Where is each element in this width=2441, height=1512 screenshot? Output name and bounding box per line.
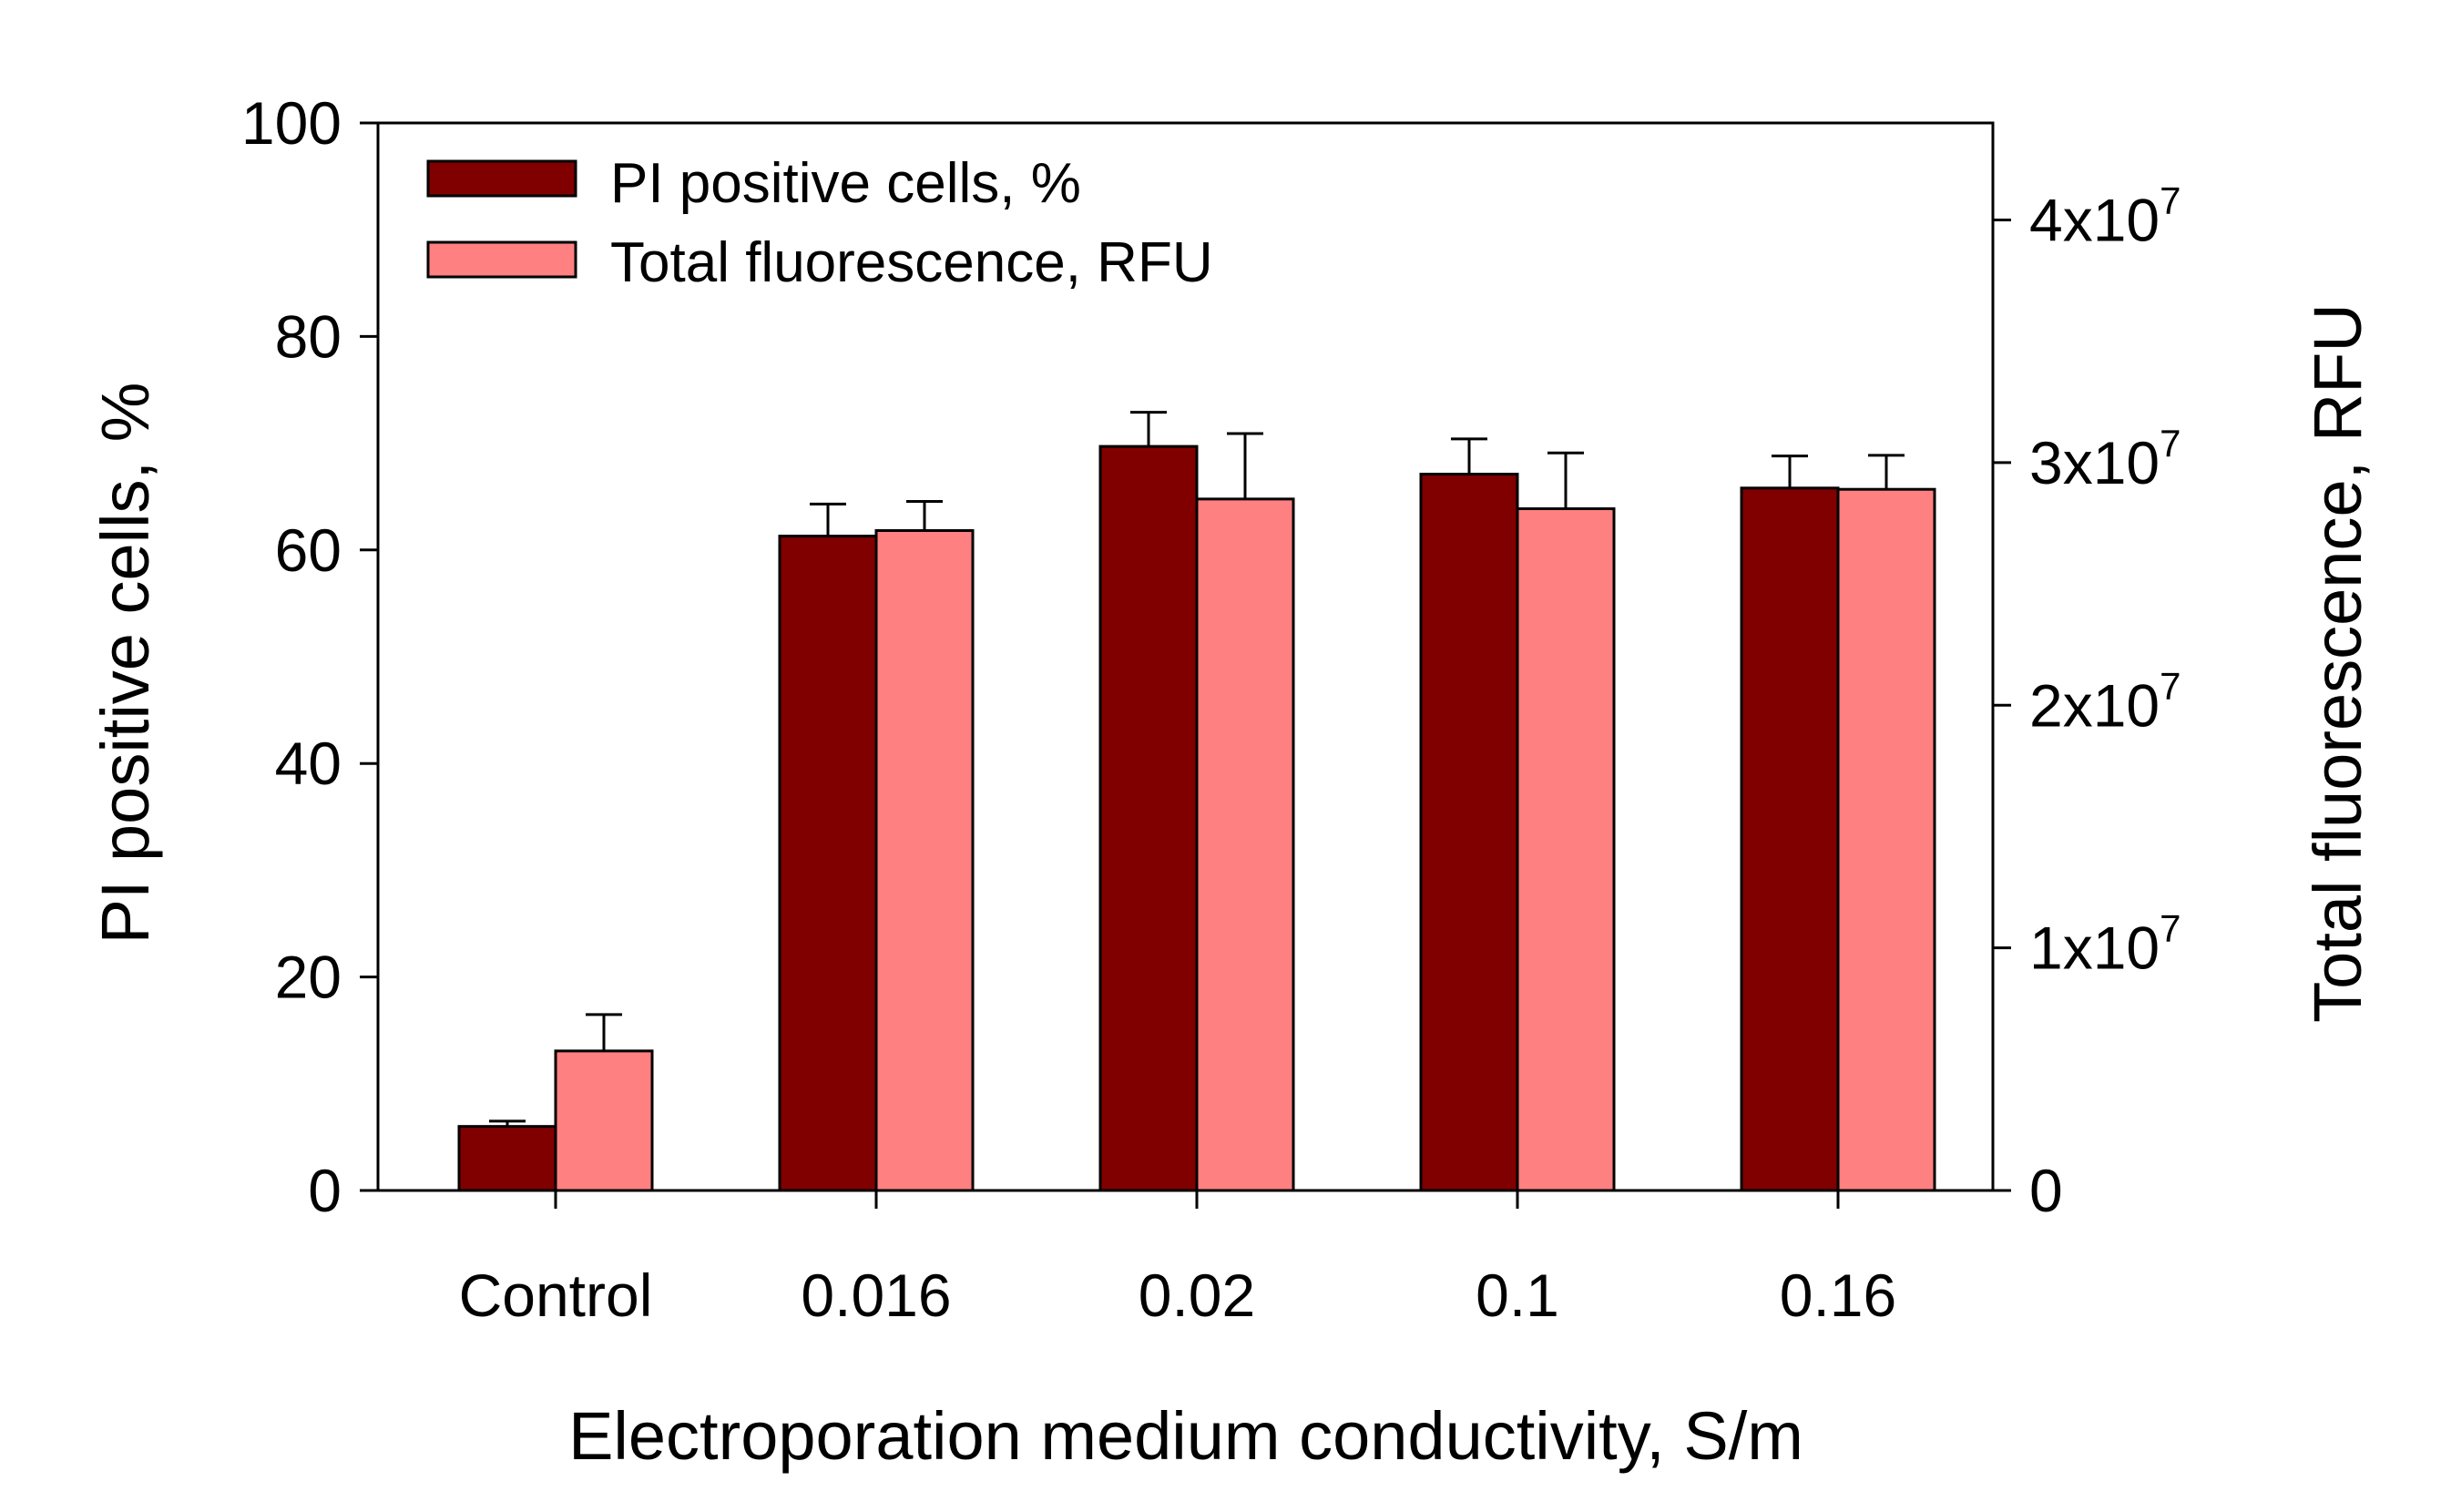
legend-label-pi-positive: PI positive cells, % xyxy=(610,152,1081,215)
bar-total-fluorescence xyxy=(554,1049,654,1192)
legend-swatch-total-fluorescence xyxy=(426,240,577,279)
y-tick-label: 80 xyxy=(275,302,342,370)
y2-axis-title: Total fluorescence, RFU xyxy=(2300,303,2375,1023)
bar-pi-positive xyxy=(1419,473,1519,1192)
bar-pi-positive xyxy=(457,1125,557,1192)
bars-layer xyxy=(457,411,1936,1192)
legend: PI positive cells, % Total fluorescence,… xyxy=(426,152,1213,294)
bar-total-fluorescence xyxy=(1516,507,1616,1192)
y-axis-title: PI positive cells, % xyxy=(87,383,163,945)
left-y-axis: 0 20 40 60 80 100 xyxy=(241,89,378,1224)
x-axis: Control 0.016 0.02 0.1 0.16 xyxy=(459,1190,1896,1329)
y-tick-label: 0 xyxy=(308,1157,342,1224)
y-tick-label: 100 xyxy=(241,89,342,157)
x-tick-label: 0.02 xyxy=(1139,1262,1255,1329)
bar-pi-positive xyxy=(778,535,878,1192)
legend-swatch-pi-positive xyxy=(426,159,577,198)
y2-tick-label: 2x107 xyxy=(2029,664,2181,739)
y-tick-label: 60 xyxy=(275,516,342,584)
x-tick-label: 0.016 xyxy=(801,1262,951,1329)
x-tick-label: Control xyxy=(459,1262,653,1329)
bar-total-fluorescence xyxy=(874,528,975,1192)
bar-pi-positive xyxy=(1740,486,1840,1192)
bar-total-fluorescence xyxy=(1195,497,1295,1192)
x-tick-label: 0.16 xyxy=(1780,1262,1896,1329)
x-axis-title: Electroporation medium conductivity, S/m xyxy=(568,1398,1803,1474)
y-tick-label: 40 xyxy=(275,730,342,797)
bar-total-fluorescence xyxy=(1836,487,1936,1192)
y2-tick-label: 4x107 xyxy=(2029,179,2181,254)
legend-label-total-fluorescence: Total fluorescence, RFU xyxy=(610,231,1213,294)
bar-pi-positive xyxy=(1098,444,1199,1192)
x-tick-label: 0.1 xyxy=(1476,1262,1559,1329)
y-tick-label: 20 xyxy=(275,944,342,1011)
y2-tick-label: 1x107 xyxy=(2029,907,2181,982)
y2-tick-label: 0 xyxy=(2029,1157,2063,1224)
y2-tick-label: 3x107 xyxy=(2029,422,2181,496)
right-y-axis: 0 1x107 2x107 3x107 4x107 xyxy=(1993,179,2181,1224)
